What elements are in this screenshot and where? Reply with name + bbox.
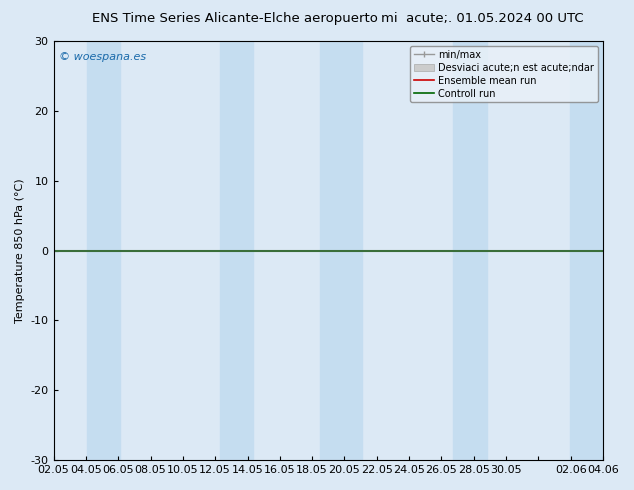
Bar <box>570 41 603 460</box>
Bar <box>453 41 486 460</box>
Bar <box>87 41 120 460</box>
Text: ENS Time Series Alicante-Elche aeropuerto: ENS Time Series Alicante-Elche aeropuert… <box>92 12 377 25</box>
Legend: min/max, Desviaci acute;n est acute;ndar, Ensemble mean run, Controll run: min/max, Desviaci acute;n est acute;ndar… <box>410 46 598 102</box>
Text: mi  acute;. 01.05.2024 00 UTC: mi acute;. 01.05.2024 00 UTC <box>380 12 583 25</box>
Text: © woespana.es: © woespana.es <box>59 51 146 62</box>
Y-axis label: Temperature 850 hPa (°C): Temperature 850 hPa (°C) <box>15 178 25 323</box>
Bar <box>220 41 254 460</box>
Bar <box>320 41 361 460</box>
